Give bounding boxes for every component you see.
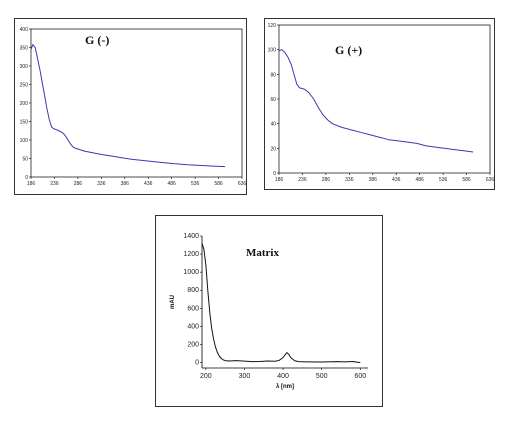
matrix-y-tick-label: 200	[187, 341, 199, 348]
g-x-tick-label: 186	[27, 181, 36, 187]
matrix-y-tick-label: 1000	[183, 269, 199, 276]
matrix-x-tick-label: 600	[354, 373, 366, 380]
g-plot-frame	[30, 28, 243, 178]
matrix-y-tick-label: 1200	[183, 251, 199, 258]
g-y-tick-label: 300	[20, 64, 29, 70]
g-x-tick-label: 286	[74, 181, 83, 187]
g-x-tick-label: 536	[439, 177, 448, 183]
chart-matrix: 200 300 400 500 6000200400600800100012001400…	[170, 233, 368, 390]
g-y-tick-label: 250	[20, 83, 29, 89]
g-y-tick-label: 40	[270, 122, 276, 128]
g-x-tick-label: 486	[415, 177, 424, 183]
matrix-y-axis-label: mAU	[170, 295, 176, 309]
g-plot-frame	[278, 24, 491, 174]
g-y-tick-label: 400	[20, 27, 29, 33]
g-y-tick-label: 0	[25, 175, 28, 181]
g-chart-title: G (-)	[85, 33, 109, 47]
matrix-x-tick-label: 200	[200, 373, 212, 380]
g-x-tick-label: 236	[298, 177, 307, 183]
chart-panel-g-minus: 186 236 286 336 386 436 486 536 586 636 0 50 100 150 2…	[14, 18, 247, 195]
chart-panel-matrix: 200 300 400 500 600 0 200 400 600 800 1000 1200 1400…	[155, 215, 383, 407]
g-y-tick-label: 350	[20, 46, 29, 52]
g-x-tick-label: 586	[214, 181, 223, 187]
g-x-tick-label: 636	[238, 181, 247, 187]
g-y-tick-label: 60	[270, 97, 276, 103]
matrix-y-tick-label: 400	[187, 323, 199, 330]
g-y-tick-label: 100	[20, 138, 29, 144]
g-y-tick-label: 120	[268, 23, 277, 29]
g-x-tick-label: 386	[369, 177, 378, 183]
matrix-x-tick-label: 300	[239, 373, 251, 380]
g-x-tick-label: 536	[191, 181, 200, 187]
g-y-tick-label: 0	[273, 171, 276, 177]
g-x-tick-label: 336	[97, 181, 106, 187]
g-x-tick-label: 236	[50, 181, 59, 187]
g-chart-title: G (+)	[335, 43, 362, 57]
chart-panel-g-plus: 186 236 286 336 386 436 486 536 586 636 0 20 40 60 80 1…	[264, 18, 495, 190]
matrix-y-tick-label: 600	[187, 305, 199, 312]
g-x-tick-label: 436	[144, 181, 153, 187]
g-x-tick-label: 186	[275, 177, 284, 183]
matrix-x-axis-label: λ [nm]	[276, 384, 294, 390]
matrix-x-tick-label: 400	[277, 373, 289, 380]
matrix-x-tick-label: 500	[316, 373, 328, 380]
matrix-y-tick-label: 0	[195, 360, 199, 367]
chart-g-minus: 186 236 286 336 386 436 486 536 586 636 0 50 100 150 2…	[20, 27, 247, 187]
g-x-tick-label: 586	[462, 177, 471, 183]
g-y-tick-label: 80	[270, 72, 276, 78]
matrix-series-line	[201, 243, 361, 364]
g-series-line	[278, 49, 474, 153]
g-y-tick-label: 100	[268, 48, 277, 54]
matrix-y-tick-label: 1400	[183, 233, 199, 240]
g-y-tick-label: 200	[20, 101, 29, 107]
g-x-tick-label: 636	[486, 177, 495, 183]
g-x-tick-label: 436	[392, 177, 401, 183]
g-y-tick-label: 50	[22, 157, 28, 163]
g-y-tick-label: 20	[270, 146, 276, 152]
matrix-y-tick-label: 800	[187, 287, 199, 294]
g-x-tick-label: 286	[322, 177, 331, 183]
matrix-chart-title: Matrix	[246, 247, 279, 259]
g-series-line	[30, 44, 226, 168]
chart-g-plus: 186 236 286 336 386 436 486 536 586 636 0 20 40 60 80 1…	[268, 23, 495, 183]
g-x-tick-label: 336	[345, 177, 354, 183]
g-x-tick-label: 486	[167, 181, 176, 187]
g-y-tick-label: 150	[20, 120, 29, 126]
g-x-tick-label: 386	[121, 181, 130, 187]
